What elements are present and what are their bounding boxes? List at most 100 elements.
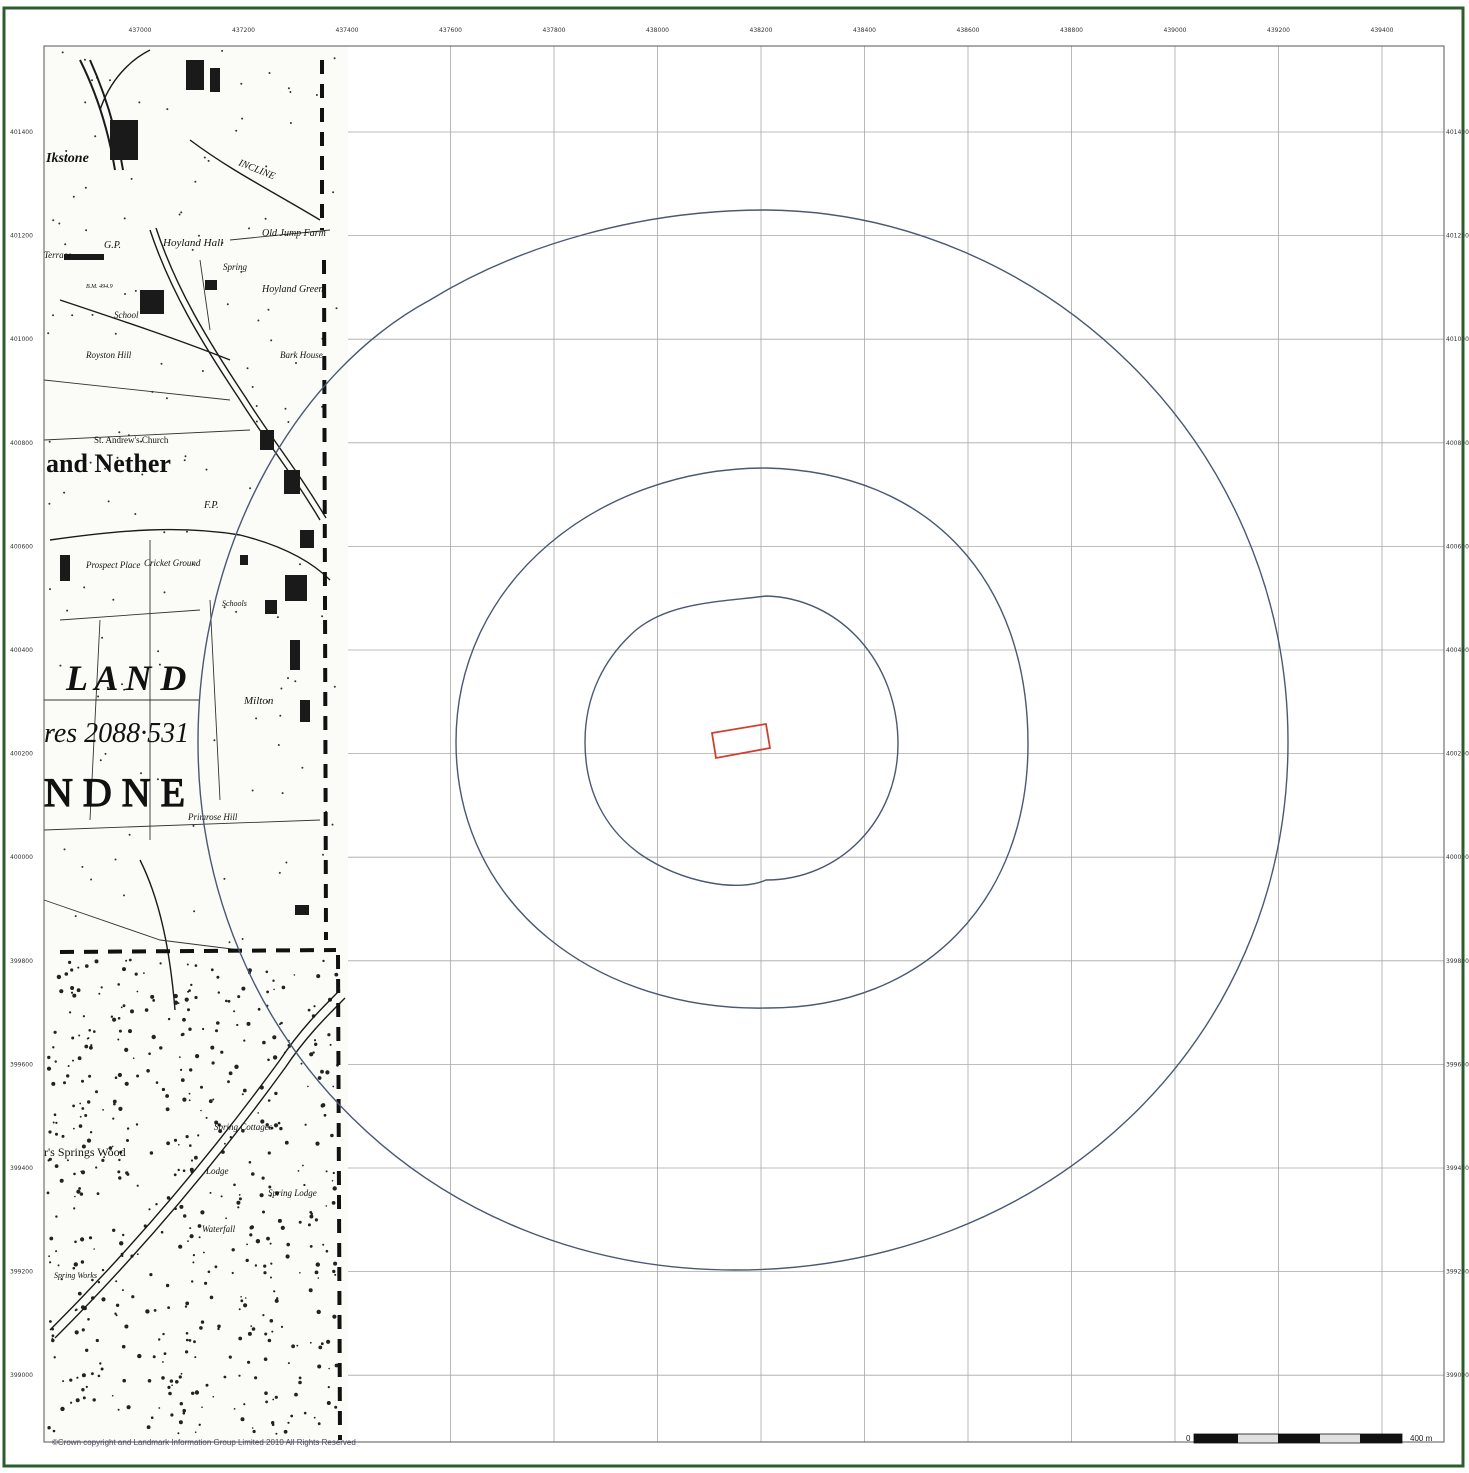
label-spring-lodge: Spring Lodge (268, 1188, 317, 1198)
woodland-symbol (220, 1050, 224, 1054)
woodland-symbol (267, 1099, 271, 1102)
woodland-symbol (159, 1046, 163, 1050)
map-dot-symbol (63, 848, 66, 851)
map-dot-symbol (186, 530, 188, 533)
woodland-symbol (313, 1005, 316, 1008)
woodland-symbol (126, 1139, 129, 1142)
label-cricket-ground: Cricket Ground (144, 558, 201, 568)
northing-tick-label-left: 399800 (10, 958, 33, 965)
woodland-symbol (97, 1374, 101, 1378)
woodland-symbol (63, 1081, 66, 1085)
woodland-symbol (284, 1140, 289, 1145)
woodland-symbol (80, 1170, 82, 1173)
map-dot-symbol (277, 744, 280, 746)
woodland-symbol (69, 1011, 72, 1014)
woodland-symbol (115, 1303, 120, 1308)
woodland-symbol (60, 1406, 65, 1412)
map-dot-symbol (123, 688, 126, 691)
northing-tick-label-right: 401200 (1446, 233, 1469, 240)
map-dot-symbol (255, 717, 258, 720)
woodland-symbol (56, 974, 62, 980)
map-dot-symbol (65, 150, 68, 152)
woodland-symbol (192, 1261, 195, 1264)
woodland-symbol (70, 986, 75, 990)
woodland-symbol (190, 1159, 194, 1162)
woodland-symbol (125, 959, 128, 962)
woodland-symbol (155, 1203, 158, 1206)
woodland-symbol (173, 993, 178, 999)
woodland-symbol (150, 1416, 154, 1419)
woodland-symbol (317, 1422, 321, 1426)
woodland-symbol (298, 1376, 302, 1380)
woodland-symbol (149, 1151, 154, 1155)
woodland-symbol (182, 1097, 187, 1102)
map-dot-symbol (83, 58, 86, 61)
map-dot-symbol (289, 122, 292, 124)
woodland-symbol (268, 1185, 272, 1189)
woodland-symbol (186, 963, 189, 966)
map-dot-symbol (140, 440, 143, 443)
map-dot-symbol (90, 878, 93, 881)
woodland-symbol (250, 1325, 253, 1327)
map-dot-symbol (158, 663, 161, 666)
map-dot-symbol (335, 307, 338, 310)
woodland-symbol (71, 1036, 75, 1040)
woodland-symbol (122, 1004, 126, 1008)
map-dot-symbol (221, 241, 224, 244)
woodland-symbol (47, 1055, 51, 1060)
map-dot-symbol (166, 108, 169, 111)
historic-buildings (60, 60, 314, 915)
woodland-symbol (279, 1126, 283, 1131)
map-dot-symbol (156, 778, 159, 781)
woodland-symbol (262, 1314, 265, 1317)
woodland-symbol (191, 1280, 194, 1283)
woodland-symbol (217, 1123, 221, 1127)
woodland-symbol (320, 1103, 325, 1108)
woodland-symbol (298, 1380, 302, 1385)
woodland-symbol (332, 1085, 335, 1088)
label-hoyland-hall: Hoyland Hall (162, 237, 223, 249)
woodland-symbol (101, 1297, 106, 1302)
northing-tick-label-right: 400600 (1446, 543, 1469, 550)
woodland-symbol (209, 1295, 214, 1300)
woodland-symbol (255, 1239, 261, 1244)
woodland-symbol (52, 1121, 55, 1124)
easting-tick-label: 438600 (957, 27, 980, 34)
map-dot-symbol (284, 407, 287, 410)
label-spring-cottages: Spring Cottages (214, 1122, 273, 1132)
woodland-symbol (161, 1376, 165, 1380)
map-dot-symbol (191, 563, 194, 566)
map-dot-symbol (49, 588, 51, 591)
woodland-symbol (124, 1081, 129, 1086)
woodland-symbol (188, 1339, 192, 1342)
northing-tick-label-right: 399000 (1446, 1372, 1469, 1379)
woodland-symbol (217, 1327, 220, 1331)
woodland-symbol (162, 1332, 165, 1336)
woodland-symbol (175, 1380, 179, 1384)
woodland-symbol (124, 1324, 129, 1329)
woodland-symbol (88, 1074, 92, 1078)
woodland-symbol (307, 1085, 309, 1088)
woodland-symbol (263, 1357, 268, 1361)
map-dot-symbol (163, 531, 166, 534)
woodland-symbol (217, 991, 220, 994)
map-dot-symbol (268, 72, 271, 74)
label-old-jump-farm: Old Jump Farm (262, 228, 326, 239)
woodland-symbol (334, 1363, 339, 1368)
woodland-symbol (52, 1429, 56, 1433)
map-dot-symbol (221, 49, 224, 52)
woodland-symbol (185, 1350, 189, 1354)
woodland-symbol (46, 1066, 52, 1071)
woodland-symbol (198, 1236, 201, 1239)
woodland-symbol (225, 999, 228, 1003)
woodland-symbol (192, 1254, 195, 1257)
woodland-symbol (182, 1017, 186, 1022)
woodland-symbol (199, 1326, 203, 1330)
woodland-symbol (248, 1161, 252, 1164)
easting-tick-label: 439200 (1267, 27, 1290, 34)
map-dot-symbol (265, 165, 268, 168)
label-acres: res 2088·531 (44, 718, 189, 749)
woodland-symbol (76, 1189, 81, 1194)
woodland-symbol (212, 1395, 215, 1398)
woodland-symbol (90, 1044, 93, 1047)
